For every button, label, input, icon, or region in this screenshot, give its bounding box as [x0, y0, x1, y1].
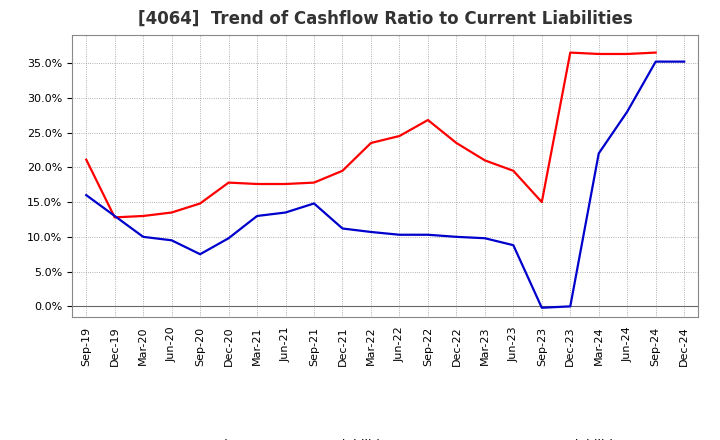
Operating CF to Current Liabilities: [480, 158, 489, 163]
Operating CF to Current Liabilities: [110, 215, 119, 220]
Free CF to Current Liabilities: [310, 201, 318, 206]
Free CF to Current Liabilities: [225, 235, 233, 241]
Operating CF to Current Liabilities: [537, 199, 546, 205]
Free CF to Current Liabilities: [110, 213, 119, 219]
Operating CF to Current Liabilities: [338, 168, 347, 173]
Free CF to Current Liabilities: [253, 213, 261, 219]
Free CF to Current Liabilities: [395, 232, 404, 238]
Operating CF to Current Liabilities: [623, 51, 631, 57]
Free CF to Current Liabilities: [509, 242, 518, 248]
Operating CF to Current Liabilities: [395, 133, 404, 139]
Free CF to Current Liabilities: [196, 252, 204, 257]
Operating CF to Current Liabilities: [595, 51, 603, 57]
Line: Free CF to Current Liabilities: Free CF to Current Liabilities: [86, 62, 684, 308]
Operating CF to Current Liabilities: [282, 181, 290, 187]
Free CF to Current Liabilities: [338, 226, 347, 231]
Free CF to Current Liabilities: [595, 151, 603, 156]
Free CF to Current Liabilities: [537, 305, 546, 310]
Operating CF to Current Liabilities: [310, 180, 318, 185]
Title: [4064]  Trend of Cashflow Ratio to Current Liabilities: [4064] Trend of Cashflow Ratio to Curren…: [138, 10, 633, 28]
Free CF to Current Liabilities: [282, 210, 290, 215]
Free CF to Current Liabilities: [82, 192, 91, 198]
Operating CF to Current Liabilities: [82, 157, 91, 162]
Free CF to Current Liabilities: [566, 304, 575, 309]
Operating CF to Current Liabilities: [225, 180, 233, 185]
Operating CF to Current Liabilities: [366, 140, 375, 146]
Operating CF to Current Liabilities: [509, 168, 518, 173]
Operating CF to Current Liabilities: [566, 50, 575, 55]
Operating CF to Current Liabilities: [196, 201, 204, 206]
Free CF to Current Liabilities: [480, 235, 489, 241]
Free CF to Current Liabilities: [139, 234, 148, 239]
Free CF to Current Liabilities: [366, 229, 375, 235]
Free CF to Current Liabilities: [623, 109, 631, 114]
Operating CF to Current Liabilities: [423, 117, 432, 123]
Legend: Operating CF to Current Liabilities, Free CF to Current Liabilities: Operating CF to Current Liabilities, Fre…: [138, 434, 632, 440]
Operating CF to Current Liabilities: [167, 210, 176, 215]
Free CF to Current Liabilities: [423, 232, 432, 238]
Free CF to Current Liabilities: [652, 59, 660, 64]
Operating CF to Current Liabilities: [139, 213, 148, 219]
Free CF to Current Liabilities: [167, 238, 176, 243]
Operating CF to Current Liabilities: [652, 50, 660, 55]
Operating CF to Current Liabilities: [253, 181, 261, 187]
Line: Operating CF to Current Liabilities: Operating CF to Current Liabilities: [86, 53, 656, 217]
Operating CF to Current Liabilities: [452, 140, 461, 146]
Free CF to Current Liabilities: [452, 234, 461, 239]
Free CF to Current Liabilities: [680, 59, 688, 64]
